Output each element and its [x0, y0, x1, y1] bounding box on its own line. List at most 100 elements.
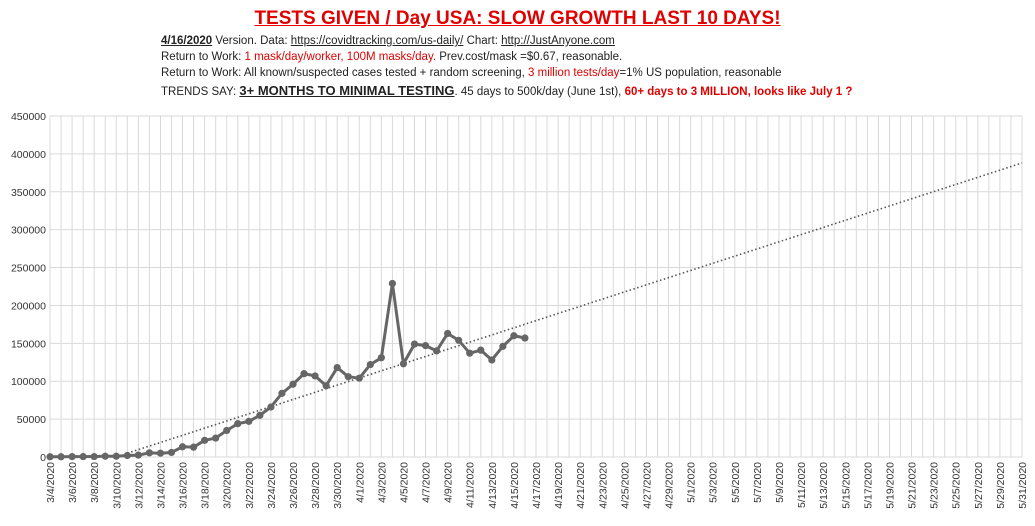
y-tick-label: 150000	[11, 338, 46, 350]
x-tick-label: 3/8/2020	[89, 462, 101, 503]
data-point	[300, 370, 308, 378]
data-point	[278, 389, 286, 397]
trends-emphasis: 3+ MONTHS TO MINIMAL TESTING	[239, 83, 455, 98]
data-point	[223, 426, 231, 435]
y-tick-label: 50000	[17, 414, 46, 426]
x-tick-label: 4/23/2020	[597, 462, 609, 509]
x-tick-label: 5/11/2020	[796, 462, 808, 508]
x-tick-label: 3/20/2020	[222, 462, 234, 509]
data-point	[167, 448, 176, 457]
y-tick-label: 400000	[11, 149, 46, 161]
trendline-line	[127, 162, 1023, 454]
data-point	[267, 403, 275, 411]
x-tick-label: 5/27/2020	[973, 462, 985, 509]
data-point	[178, 443, 187, 451]
x-tick-label: 3/12/2020	[133, 462, 145, 509]
data-point	[46, 453, 54, 461]
x-tick-label: 4/19/2020	[553, 462, 565, 509]
x-tick-label: 3/16/2020	[178, 462, 190, 509]
y-tick-label: 100000	[11, 376, 46, 388]
data-point	[477, 346, 485, 354]
chart-gridlines	[49, 115, 1023, 458]
x-tick-label: 5/7/2020	[752, 462, 764, 503]
data-point	[333, 363, 341, 372]
data-point	[344, 373, 352, 381]
data-point	[201, 436, 209, 444]
header-line-masks: Return to Work: 1 mask/day/worker, 100M …	[161, 51, 622, 63]
x-tick-label: 4/5/2020	[398, 462, 410, 503]
data-point	[311, 372, 319, 380]
data-point	[256, 411, 264, 419]
x-tick-label: 3/14/2020	[155, 462, 167, 509]
data-point	[410, 340, 419, 348]
data-point	[289, 380, 297, 388]
data-point	[377, 354, 385, 362]
x-tick-label: 3/10/2020	[111, 462, 123, 509]
x-tick-label: 4/1/2020	[354, 462, 366, 503]
version-suffix: Version. Data:	[212, 35, 291, 47]
data-point	[145, 449, 154, 457]
header-line-trends: TRENDS SAY: 3+ MONTHS TO MINIMAL TESTING…	[161, 83, 852, 98]
y-tick-label: 200000	[11, 300, 46, 312]
masks-prefix: Return to Work:	[161, 51, 245, 63]
header-line-version: 4/16/2020 Version. Data: https://covidtr…	[161, 35, 615, 47]
x-tick-label: 5/9/2020	[774, 462, 786, 503]
x-tick-label: 5/13/2020	[818, 462, 830, 509]
x-tick-label: 5/3/2020	[708, 462, 720, 503]
x-tick-label: 4/29/2020	[664, 462, 676, 509]
x-tick-label: 4/15/2020	[509, 462, 521, 509]
data-point	[57, 453, 65, 461]
data-point	[68, 453, 76, 461]
x-tick-label: 3/24/2020	[266, 462, 278, 509]
x-tick-label: 4/7/2020	[421, 462, 433, 503]
x-tick-label: 4/17/2020	[531, 462, 543, 509]
data-point	[455, 336, 463, 344]
x-tick-label: 4/13/2020	[487, 462, 499, 509]
data-point	[366, 360, 374, 369]
data-point	[101, 452, 109, 460]
x-tick-label: 5/23/2020	[929, 462, 941, 509]
testing-suffix: =1% US population, reasonable	[619, 67, 782, 79]
testing-prefix: Return to Work: All known/suspected case…	[161, 67, 529, 79]
trends-highlight: 60+ days to 3 MILLION, looks like July 1…	[624, 86, 853, 98]
x-tick-label: 5/17/2020	[862, 462, 874, 509]
data-point	[322, 382, 330, 390]
tests-series	[46, 279, 529, 461]
x-tick-label: 5/15/2020	[840, 462, 852, 509]
x-tick-label: 4/21/2020	[575, 462, 587, 509]
x-tick-label: 3/30/2020	[332, 462, 344, 509]
x-tick-label: 4/25/2020	[619, 462, 631, 509]
trends-prefix: TRENDS SAY:	[161, 86, 240, 98]
data-point	[421, 342, 430, 350]
header-line-testing: Return to Work: All known/suspected case…	[161, 67, 782, 79]
x-tick-label: 3/26/2020	[288, 462, 300, 509]
x-tick-label: 5/25/2020	[951, 462, 963, 509]
chart-credit-link[interactable]: http://JustAnyone.com	[501, 35, 615, 47]
x-axis-tick-labels: 3/4/2020 3/6/2020 3/8/2020 3/10/2020 3/12/20…	[45, 462, 1029, 509]
y-tick-label: 350000	[11, 187, 46, 199]
x-tick-label: 3/4/2020	[45, 462, 57, 503]
x-tick-label: 3/18/2020	[200, 462, 212, 509]
data-point	[521, 334, 529, 342]
x-tick-label: 5/29/2020	[995, 462, 1007, 509]
testing-highlight: 3 million tests/day	[528, 67, 620, 79]
x-tick-label: 3/28/2020	[310, 462, 322, 509]
y-tick-label: 300000	[11, 225, 46, 237]
data-point	[156, 449, 165, 457]
trendline	[127, 162, 1023, 454]
data-point	[466, 349, 474, 357]
data-point	[90, 452, 98, 461]
x-tick-label: 5/21/2020	[907, 462, 919, 509]
data-point	[499, 342, 507, 350]
data-source-link[interactable]: https://covidtracking.com/us-daily/	[290, 35, 464, 47]
x-tick-label: 4/11/2020	[465, 462, 477, 508]
x-tick-label: 3/22/2020	[244, 462, 256, 509]
y-tick-label: 250000	[11, 263, 46, 275]
chart-credit-label: Chart:	[463, 35, 502, 47]
data-point	[510, 332, 518, 340]
data-point	[112, 452, 120, 460]
x-tick-label: 4/9/2020	[443, 462, 455, 503]
trends-middle: . 45 days to 500k/day (June 1st),	[454, 86, 625, 98]
data-point	[388, 279, 397, 288]
